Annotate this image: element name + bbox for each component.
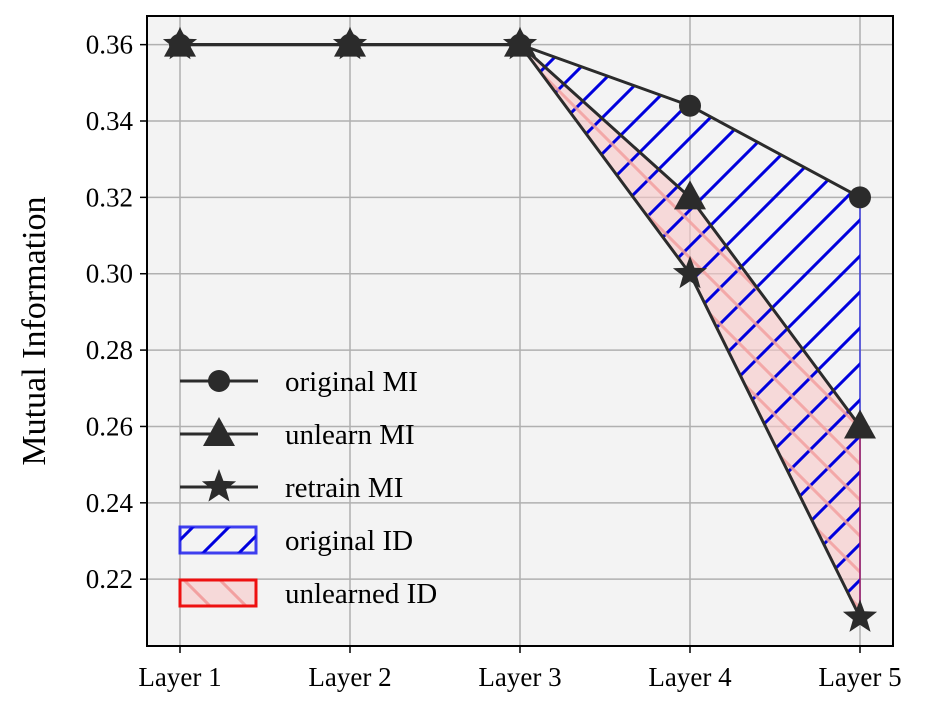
legend-original-mi-label: original MI: [285, 366, 418, 398]
y-tick-label: 0.22: [86, 564, 133, 594]
x-tick-label: Layer 1: [138, 662, 221, 692]
x-tick-label: Layer 4: [648, 662, 732, 692]
legend-unlearn-mi-label: unlearn MI: [285, 419, 415, 451]
legend-original-id-hatch: [180, 527, 256, 553]
retrain-mi-marker: [842, 599, 878, 632]
legend-retrain-mi-label: retrain MI: [285, 472, 403, 504]
x-tick-label: Layer 2: [308, 662, 391, 692]
y-tick-label: 0.24: [86, 488, 134, 518]
legend-original-id-label: original ID: [285, 525, 413, 557]
original-mi-marker: [849, 186, 871, 209]
legend-retrain-mi-marker: [201, 469, 237, 502]
legend-unlearned-id-swatch: [178, 578, 258, 608]
original-mi-marker: [339, 33, 361, 56]
series-markers: [162, 26, 878, 632]
legend-unlearned-id-hatch: [180, 580, 256, 606]
legend-original-mi-marker: [208, 370, 230, 392]
unlearned-id-hatch: [180, 44, 860, 618]
legend-original-id-swatch: [178, 525, 258, 555]
legend: original MI unlearn MI retrain MI original …: [178, 366, 437, 610]
original-mi-marker: [509, 33, 531, 56]
unlearn-mi-marker: [674, 180, 706, 210]
y-tick-label: 0.26: [86, 411, 133, 441]
y-tick-label: 0.30: [86, 259, 133, 289]
x-tick-label: Layer 5: [818, 662, 901, 692]
unlearn-mi-marker: [844, 409, 876, 439]
y-tick-label: 0.34: [86, 106, 134, 136]
x-tick-label: Layer 3: [478, 662, 561, 692]
legend-unlearned-id-label: unlearned ID: [285, 578, 437, 610]
legend-unlearn-mi-marker: [203, 417, 235, 446]
ticks: Layer 1 Layer 2 Layer 3 Layer 4 Layer 5 0.22 0…: [86, 30, 902, 692]
y-tick-label: 0.32: [86, 182, 133, 212]
original-mi-marker: [169, 33, 191, 56]
y-axis-title: Mutual Information: [16, 196, 53, 465]
y-tick-label: 0.36: [86, 30, 133, 60]
retrain-mi-marker: [672, 255, 708, 289]
original-mi-marker: [679, 94, 701, 117]
y-tick-label: 0.28: [86, 335, 133, 365]
